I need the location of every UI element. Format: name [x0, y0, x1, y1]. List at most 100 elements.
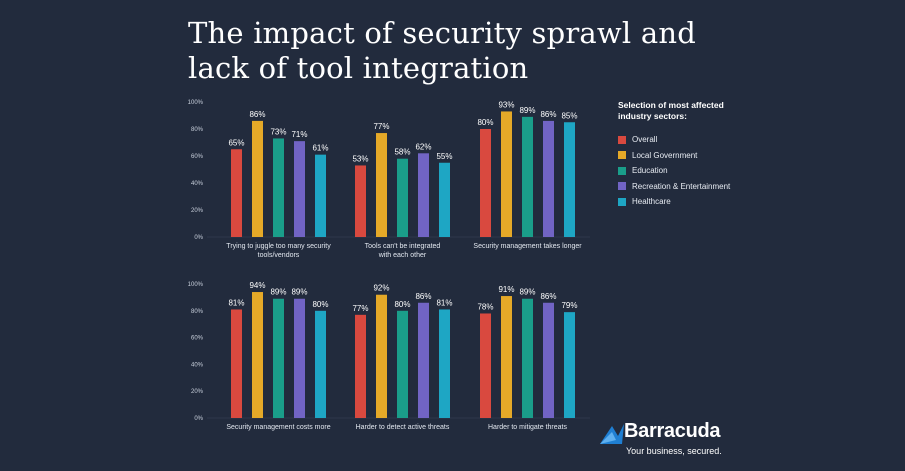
bar	[480, 129, 491, 237]
bar	[439, 162, 450, 237]
data-label: 61%	[312, 144, 328, 153]
data-label: 80%	[477, 118, 493, 127]
legend-item: Overall	[618, 132, 818, 148]
category-label: Security management takes longer	[473, 243, 582, 250]
y-tick-label: 20%	[191, 389, 204, 395]
y-tick-label: 60%	[191, 154, 204, 160]
title-line-1: The impact of security sprawl and	[188, 16, 696, 50]
category-label: Tools can't be integrated	[365, 243, 441, 250]
y-tick-label: 40%	[191, 362, 204, 368]
legend-label: Overall	[632, 135, 658, 145]
title-line-2: lack of tool integration	[188, 51, 529, 85]
legend-swatch	[618, 135, 626, 144]
barracuda-logo: Barracuda Your business, secured.	[598, 420, 738, 462]
category-label: with each other	[378, 252, 427, 259]
legend-swatch	[618, 151, 626, 160]
legend-label: Local Government	[632, 150, 698, 160]
legend-swatch	[618, 197, 626, 206]
data-label: 58%	[394, 148, 410, 157]
data-label: 86%	[415, 292, 431, 301]
y-tick-label: 60%	[191, 336, 204, 342]
bar	[522, 298, 533, 418]
bar	[252, 292, 263, 418]
y-tick-label: 80%	[191, 127, 204, 133]
bar	[397, 158, 408, 237]
y-tick-label: 80%	[191, 309, 204, 315]
legend: Selection of most affected industry sect…	[618, 100, 818, 210]
category-label: Harder to mitigate threats	[488, 424, 567, 431]
bar	[252, 120, 263, 237]
bar	[294, 141, 305, 237]
bar	[376, 133, 387, 237]
data-label: 85%	[561, 111, 577, 120]
bar	[439, 309, 450, 418]
bar	[501, 111, 512, 237]
legend-label: Education	[632, 166, 668, 176]
legend-title: Selection of most affected industry sect…	[618, 100, 724, 121]
data-label: 86%	[249, 110, 265, 119]
data-label: 81%	[436, 298, 452, 307]
bar	[543, 120, 554, 237]
bar	[480, 313, 491, 418]
data-label: 86%	[540, 292, 556, 301]
data-label: 89%	[291, 288, 307, 297]
data-label: 81%	[228, 298, 244, 307]
bar-chart-2: 0% 20% 40% 60% 80% 100% 81% 94% 89% 89% 80% Securit…	[188, 281, 590, 431]
legend-items: Overall Local Government Education Recreati…	[618, 132, 818, 210]
bar	[315, 310, 326, 418]
logo-tagline: Your business, secured.	[626, 446, 722, 456]
data-label: 86%	[540, 110, 556, 119]
data-label: 78%	[477, 302, 493, 311]
category-label: Security management costs more	[226, 424, 330, 431]
y-tick-label: 0%	[194, 235, 203, 241]
legend-item: Education	[618, 163, 818, 179]
bar	[294, 298, 305, 418]
bar	[355, 165, 366, 237]
y-tick-label: 20%	[191, 208, 204, 214]
category-label: Trying to juggle too many security	[226, 243, 331, 250]
data-label: 77%	[352, 304, 368, 313]
bar	[231, 309, 242, 418]
legend-label: Healthcare	[632, 197, 671, 207]
y-tick-label: 100%	[188, 282, 204, 288]
data-label: 94%	[249, 281, 265, 290]
data-label: 92%	[373, 284, 389, 293]
bar	[564, 312, 575, 418]
bar	[315, 154, 326, 237]
data-label: 53%	[352, 154, 368, 163]
logo-text: Barracuda	[624, 420, 721, 442]
data-label: 55%	[436, 152, 452, 161]
bar-chart-1: 0% 20% 40% 60% 80% 100% 65% 86% 73% 71% 61% Trying …	[188, 100, 590, 259]
y-tick-label: 40%	[191, 181, 204, 187]
data-label: 89%	[270, 288, 286, 297]
legend-item: Recreation & Entertainment	[618, 179, 818, 195]
legend-swatch	[618, 166, 626, 175]
data-label: 65%	[228, 138, 244, 147]
bar	[418, 302, 429, 418]
data-label: 79%	[561, 301, 577, 310]
legend-item: Local Government	[618, 148, 818, 164]
data-label: 62%	[415, 142, 431, 151]
bar	[543, 302, 554, 418]
y-tick-label: 100%	[188, 100, 204, 106]
bar	[501, 296, 512, 418]
category-label: tools/vendors	[258, 252, 300, 259]
data-label: 77%	[373, 122, 389, 131]
bar	[231, 149, 242, 237]
legend-item: Healthcare	[618, 194, 818, 210]
data-label: 80%	[394, 300, 410, 309]
data-label: 89%	[519, 106, 535, 115]
bar	[564, 122, 575, 237]
bar	[397, 310, 408, 418]
page-title: The impact of security sprawl and lack o…	[188, 16, 696, 86]
data-label: 71%	[291, 130, 307, 139]
data-label: 91%	[498, 285, 514, 294]
bar	[418, 153, 429, 237]
y-tick-label: 0%	[194, 416, 203, 422]
bar	[355, 314, 366, 418]
data-label: 93%	[498, 100, 514, 109]
category-label: Harder to detect active threats	[356, 424, 450, 431]
bar	[376, 294, 387, 418]
bar	[273, 138, 284, 237]
